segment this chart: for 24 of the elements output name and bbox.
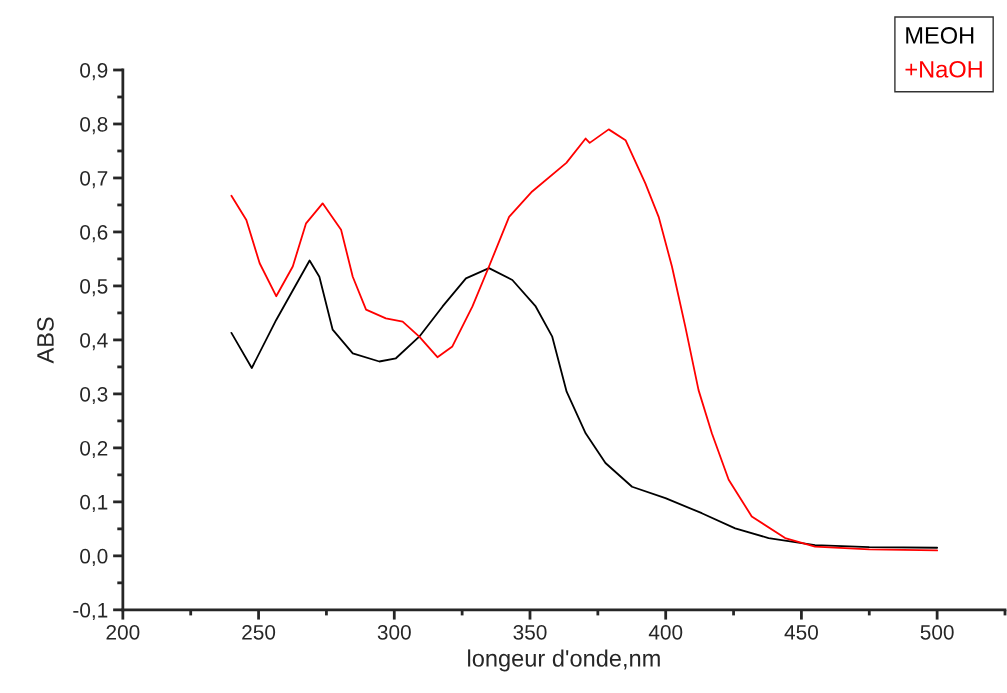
x-tick-label: 450 xyxy=(784,624,818,640)
x-axis-title: longeur d'onde,nm xyxy=(468,649,660,672)
y-tick-label: -0,1 xyxy=(73,602,108,621)
y-tick-label: 0,6 xyxy=(80,224,108,243)
y-tick-label: 0,5 xyxy=(80,278,108,297)
x-tick-label: 250 xyxy=(242,624,276,640)
y-tick-label: 0,2 xyxy=(80,440,108,459)
y-tick-label: 0,9 xyxy=(80,62,108,81)
y-tick-label: 0,4 xyxy=(80,332,108,351)
y-tick-label: 0,7 xyxy=(80,170,108,189)
line-series xyxy=(230,259,939,549)
y-tick-label: 0,1 xyxy=(80,494,108,513)
line-series xyxy=(230,128,939,552)
y-tick-label: 0,8 xyxy=(80,116,108,135)
y-tick-label: 0,3 xyxy=(80,386,108,405)
x-tick-label: 400 xyxy=(648,624,683,640)
y-axis-title: ABS xyxy=(37,317,54,364)
text: +NaOH xyxy=(905,60,982,78)
x-tick-label: 500 xyxy=(920,624,954,640)
y-tick-label: 0,0 xyxy=(80,548,108,567)
x-tick-label: 300 xyxy=(377,624,411,640)
x-tick-label: 350 xyxy=(513,624,547,640)
x-tick-label: 200 xyxy=(106,624,140,640)
text: MEOH xyxy=(906,27,974,44)
